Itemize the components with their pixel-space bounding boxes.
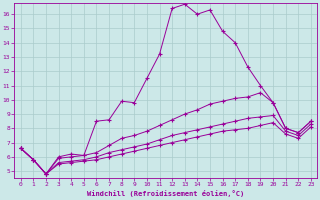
X-axis label: Windchill (Refroidissement éolien,°C): Windchill (Refroidissement éolien,°C) [87, 190, 244, 197]
